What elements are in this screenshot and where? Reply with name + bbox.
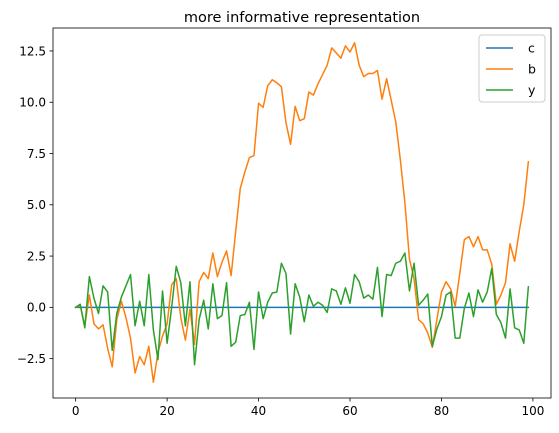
x-tick-label: 80 — [434, 404, 449, 418]
x-tick-label: 0 — [72, 404, 80, 418]
plot-background — [53, 28, 551, 398]
x-tick-label: 20 — [159, 404, 174, 418]
series-line-b — [74, 42, 530, 383]
x-axis: 0 20 40 60 80 100 — [72, 398, 544, 418]
legend-label-y: y — [528, 83, 536, 98]
y-tick-label: 5.0 — [27, 198, 46, 212]
y-tick-label: 10.0 — [19, 96, 46, 110]
axes-layer — [52, 27, 552, 399]
series-layer — [74, 42, 530, 383]
x-tick-label: 60 — [342, 404, 357, 418]
y-tick-label: 2.5 — [27, 249, 46, 263]
axes-frame — [52, 27, 552, 399]
y-axis: −2.5 0.0 2.5 5.0 7.5 10.0 12.5 — [17, 44, 53, 366]
y-tick-label: −2.5 — [17, 352, 46, 366]
legend-label-b: b — [528, 62, 536, 77]
y-tick-label: 0.0 — [27, 301, 46, 315]
y-tick-label: 12.5 — [19, 44, 46, 58]
y-tick-label: 7.5 — [27, 147, 46, 161]
x-tick-label: 40 — [251, 404, 266, 418]
legend-label-c: c — [528, 41, 535, 56]
chart-title: more informative representation — [184, 10, 420, 26]
x-tick-label: 100 — [521, 404, 544, 418]
plot-area — [53, 28, 551, 398]
legend: cby — [478, 34, 546, 103]
series-line-y — [74, 252, 530, 366]
